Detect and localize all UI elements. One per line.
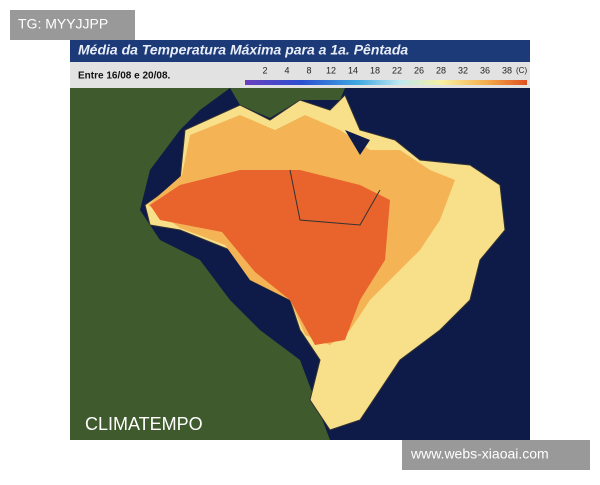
brazil-hottest <box>150 170 390 345</box>
legend-label: 18 <box>370 65 380 75</box>
legend-label: 22 <box>392 65 402 75</box>
watermark-bottom: www.webs-xiaoai.com <box>410 446 549 462</box>
watermark-box <box>402 440 590 470</box>
brand: CLIMATEMPO <box>85 414 203 434</box>
period: Entre 16/08 e 20/08. <box>78 71 171 82</box>
legend-label: 14 <box>348 65 358 75</box>
land-north <box>230 88 345 118</box>
legend: 2 4 8 12 14 18 22 26 28 32 36 38 (C) <box>262 65 527 75</box>
legend-label: 4 <box>284 65 289 75</box>
legend-label: 32 <box>458 65 468 75</box>
legend-label: 38 <box>502 65 512 75</box>
state-borders <box>289 169 381 226</box>
title-band <box>70 40 530 62</box>
legend-label: 12 <box>326 65 336 75</box>
watermark-top: TG: MYYJJPP <box>18 16 108 32</box>
color-scale <box>245 80 527 85</box>
legend-label: 8 <box>306 65 311 75</box>
legend-label: 28 <box>436 65 446 75</box>
legend-label: 2 <box>262 65 267 75</box>
map-image: Média da Temperatura Máxima para a 1a. P… <box>70 40 530 440</box>
legend-unit: (C) <box>516 66 527 75</box>
legend-label: 26 <box>414 65 424 75</box>
watermark-box <box>10 10 135 40</box>
river-mouth <box>345 130 370 155</box>
legend-label: 36 <box>480 65 490 75</box>
land <box>70 88 330 440</box>
map-title: Média da Temperatura Máxima para a 1a. P… <box>78 42 408 58</box>
